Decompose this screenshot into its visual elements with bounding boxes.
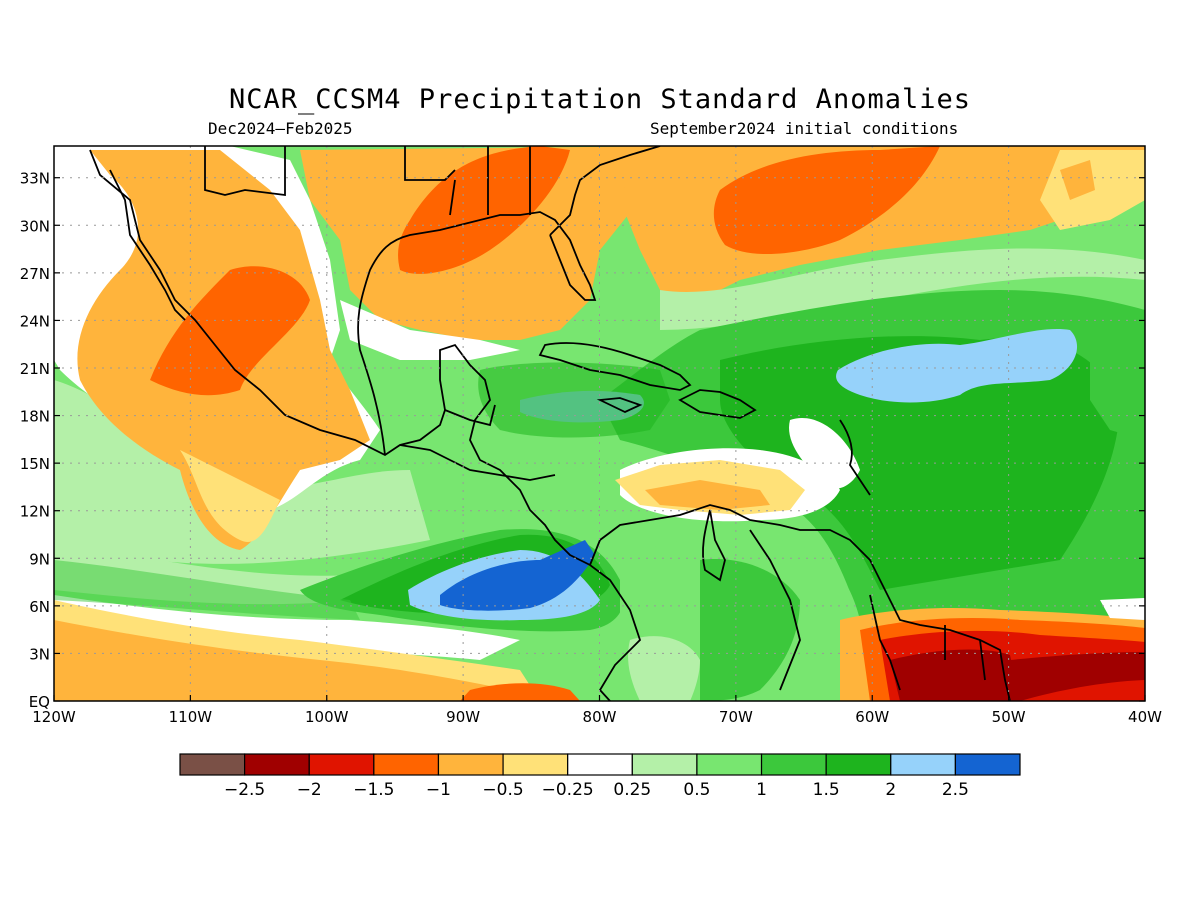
colorbar-label: −2.5 <box>224 780 265 800</box>
colorbar-label: −0.25 <box>542 780 594 800</box>
anomaly-field <box>54 146 1145 701</box>
colorbar-swatch <box>244 753 310 776</box>
colorbar-swatch <box>308 753 375 776</box>
lat-tick-label: 6N <box>29 598 50 616</box>
colorbar-swatch <box>890 753 956 776</box>
lat-tick-label: 12N <box>20 503 50 521</box>
lat-tick-label: 33N <box>20 170 50 188</box>
latitude-axis: EQ 3N 6N 9N 12N 15N 18N 21N 24N 27N 30N 33N <box>20 170 1145 711</box>
colorbar-label: 1.5 <box>813 780 840 800</box>
colorbar-swatch <box>437 753 504 776</box>
lon-tick-label: 110W <box>169 708 213 726</box>
colorbar-swatch <box>373 753 440 776</box>
map-title: NCAR_CCSM4 Precipitation Standard Anomal… <box>229 84 971 115</box>
colorbar-label: 0.25 <box>613 780 651 800</box>
lon-tick-label: 90W <box>446 708 480 726</box>
lat-tick-label: EQ <box>29 693 50 711</box>
colorbar-swatch <box>954 753 1021 776</box>
lat-tick-label: 27N <box>20 265 50 283</box>
colorbar-label: 2 <box>885 780 896 800</box>
colorbar-swatch <box>696 753 763 776</box>
colorbar-swatch <box>502 753 569 776</box>
colorbar-label: −2 <box>297 780 322 800</box>
lat-tick-label: 18N <box>20 408 50 426</box>
lat-tick-label: 24N <box>20 312 50 330</box>
colorbar-label: 0.5 <box>683 780 710 800</box>
lon-tick-label: 120W <box>32 708 76 726</box>
colorbar-swatch <box>760 753 827 776</box>
colorbar-label: 1 <box>756 780 767 800</box>
color-legend: −2.5 −2 −1.5 −1 −0.5 −0.25 0.25 0.5 1 1.5 2 2.5 <box>179 753 1021 800</box>
lat-tick-label: 21N <box>20 360 50 378</box>
initial-conditions: September2024 initial conditions <box>650 119 959 138</box>
colorbar-label: −0.5 <box>482 780 523 800</box>
colorbar-swatch <box>179 753 246 776</box>
lon-tick-label: 70W <box>719 708 753 726</box>
colorbar-label: −1 <box>426 780 451 800</box>
lon-tick-label: 40W <box>1128 708 1162 726</box>
lon-tick-label: 60W <box>855 708 889 726</box>
coastlines <box>89 146 1011 701</box>
colorbar-swatch <box>631 753 698 776</box>
lat-tick-label: 30N <box>20 217 50 235</box>
colorbar-swatch <box>825 753 892 776</box>
colorbar-swatch <box>567 753 633 776</box>
lon-tick-label: 50W <box>992 708 1026 726</box>
forecast-period: Dec2024–Feb2025 <box>208 119 353 138</box>
lat-tick-label: 9N <box>29 550 50 568</box>
colorbar-label: 2.5 <box>942 780 969 800</box>
lon-tick-label: 100W <box>305 708 349 726</box>
colorbar-label: −1.5 <box>353 780 394 800</box>
graticule <box>54 146 1145 701</box>
lon-tick-label: 80W <box>583 708 617 726</box>
lat-tick-label: 3N <box>29 645 50 663</box>
longitude-axis: 120W 110W 100W 90W 80W 70W 60W 50W 40W <box>32 695 1162 726</box>
lat-tick-label: 15N <box>20 455 50 473</box>
